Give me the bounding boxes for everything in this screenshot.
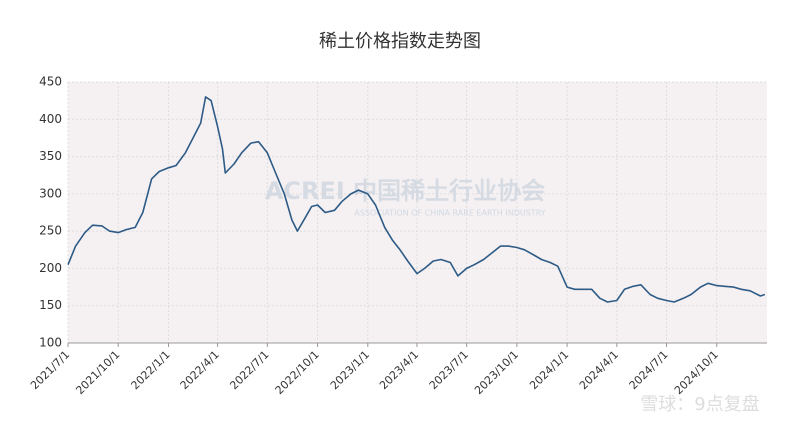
x-tick-label: 2023/7/1 (427, 348, 471, 392)
y-tick-label: 200 (39, 261, 62, 275)
x-tick-label: 2024/1/1 (527, 348, 571, 392)
x-tick-label: 2022/10/1 (273, 348, 322, 397)
x-tick-label: 2024/10/1 (672, 348, 721, 397)
x-tick-label: 2022/4/1 (178, 348, 222, 392)
x-tick-label: 2022/1/1 (129, 348, 173, 392)
y-tick-label: 100 (39, 336, 62, 350)
watermark: ASSOCIATION OF CHINA RARE EARTH INDUSTRY (354, 209, 545, 218)
watermark: 雪球：9点复盘 (640, 394, 759, 415)
y-tick-label: 300 (39, 186, 62, 200)
x-tick-label: 2024/7/1 (627, 348, 671, 392)
chart-title: 稀土价格指数走势图 (319, 31, 481, 52)
x-tick-label: 2023/4/1 (377, 348, 421, 392)
y-tick-label: 150 (39, 298, 62, 312)
x-tick-label: 2023/10/1 (472, 348, 521, 397)
y-tick-label: 400 (39, 112, 62, 126)
price-line (67, 96, 766, 303)
x-tick-label: 2021/10/1 (73, 348, 122, 397)
x-tick-label: 2022/7/1 (227, 348, 271, 392)
x-tick-label: 2021/7/1 (28, 348, 72, 392)
watermark: ACREI 中国稀土行业协会 (265, 177, 545, 205)
x-tick-label: 2023/1/1 (328, 348, 372, 392)
y-tick-label: 350 (39, 149, 62, 163)
y-tick-label: 450 (39, 75, 62, 89)
plot-background (68, 82, 767, 343)
x-tick-label: 2024/4/1 (577, 348, 621, 392)
y-tick-label: 250 (39, 224, 62, 238)
